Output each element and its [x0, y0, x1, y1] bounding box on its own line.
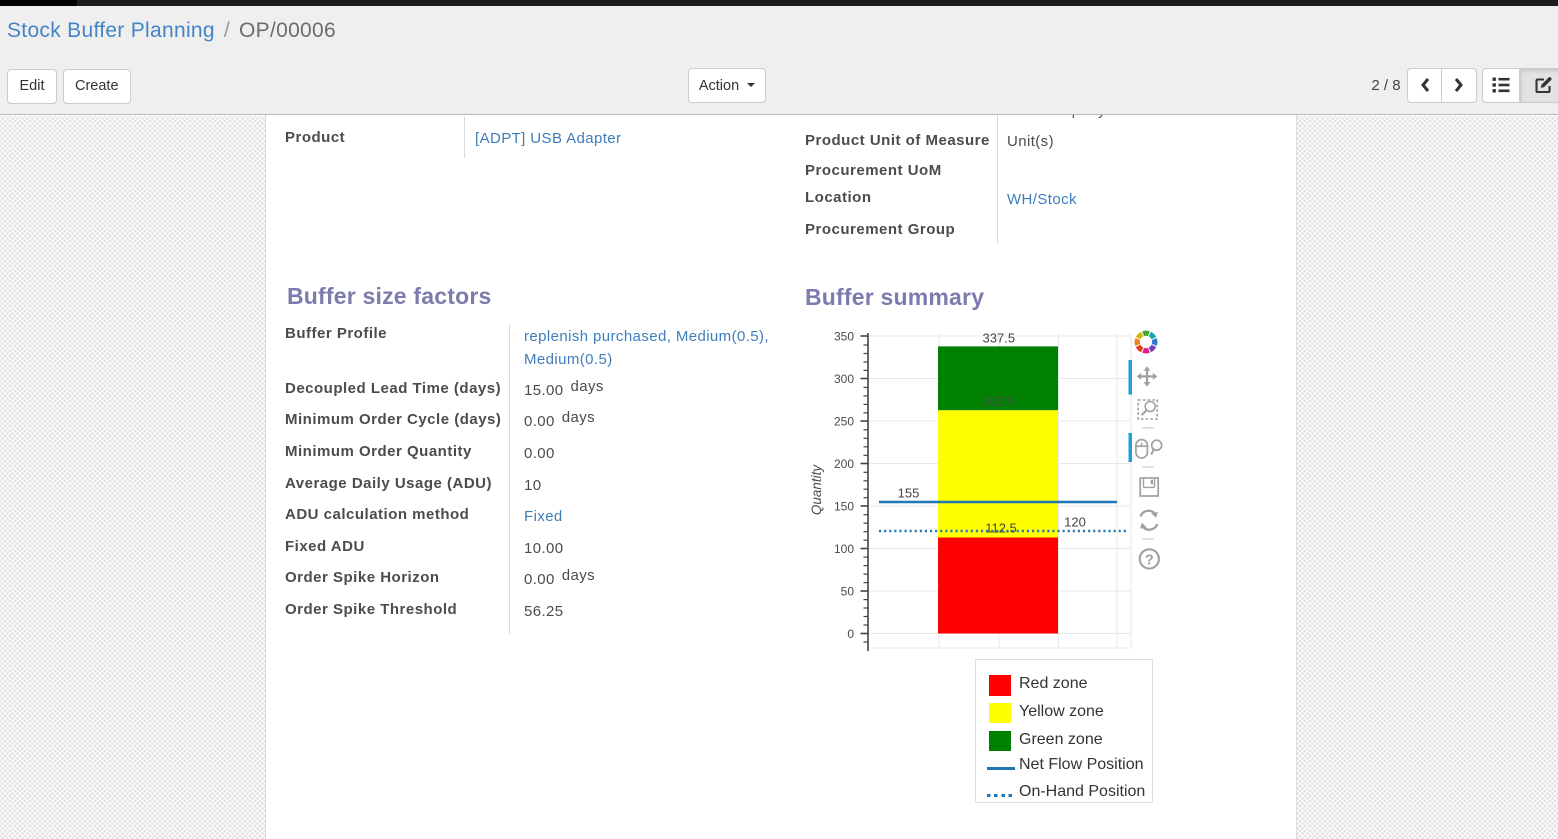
svg-text:50: 50 [841, 585, 855, 599]
svg-text:112.5: 112.5 [985, 521, 1017, 536]
svg-text:150: 150 [834, 500, 854, 514]
svg-text:100: 100 [834, 542, 854, 556]
svg-text:120: 120 [1064, 515, 1086, 530]
svg-text:300: 300 [834, 372, 854, 386]
svg-text:?: ? [1145, 553, 1154, 569]
svg-text:350: 350 [834, 330, 854, 344]
svg-text:250: 250 [834, 415, 854, 429]
svg-text:337.5: 337.5 [983, 330, 1016, 345]
svg-text:200: 200 [834, 457, 854, 471]
svg-text:262.5: 262.5 [982, 394, 1015, 409]
svg-text:0: 0 [847, 627, 854, 641]
svg-text:155: 155 [898, 485, 920, 500]
svg-text:Quantity: Quantity [809, 464, 824, 516]
